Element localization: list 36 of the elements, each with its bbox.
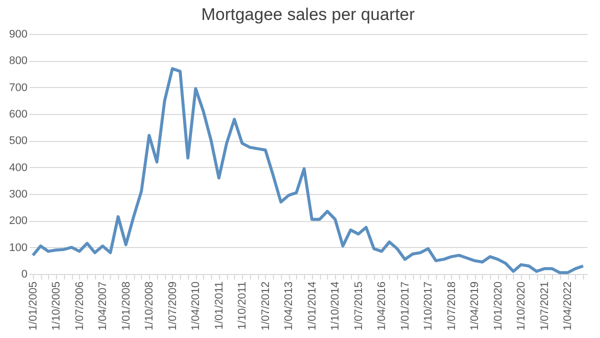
- x-tick-label: 1/04/2016: [376, 282, 388, 330]
- x-tick-label: 1/04/2007: [97, 282, 110, 330]
- x-tick-label: 1/01/2014: [306, 282, 318, 330]
- x-tick-label: 1/01/2011: [213, 282, 226, 330]
- y-tick-label: 200: [9, 215, 28, 228]
- y-tick-label: 900: [9, 28, 28, 40]
- x-tick-label: 1/04/2013: [283, 282, 296, 330]
- chart-title: Mortgagee sales per quarter: [201, 5, 416, 24]
- x-tick-label: 1/04/2010: [190, 282, 202, 330]
- y-tick-label: 0: [21, 268, 28, 280]
- x-tick-label: 1/07/2009: [166, 282, 179, 330]
- x-tick-label: 1/01/2020: [492, 282, 504, 330]
- x-tick-label: 1/04/2019: [469, 282, 482, 330]
- x-tick-label: 1/10/2008: [144, 282, 156, 330]
- x-tick-label: 1/07/2012: [260, 282, 272, 330]
- y-tick-label: 700: [9, 82, 28, 94]
- x-tick-label: 1/04/2022: [562, 282, 574, 330]
- line-series: [31, 67, 585, 274]
- y-tick-label: 400: [9, 162, 28, 174]
- y-tick-label: 800: [9, 55, 28, 68]
- x-tick-label: 1/10/2020: [516, 282, 528, 330]
- x-tick-label: 1/07/2015: [352, 282, 365, 330]
- x-tick-label: 1/07/2018: [446, 282, 458, 330]
- x-tick-label: 1/07/2021: [538, 282, 551, 330]
- y-tick-label: 300: [9, 188, 28, 200]
- y-tick-label: 100: [9, 242, 28, 254]
- y-tick-label: 600: [9, 108, 28, 120]
- x-tick-label: 1/01/2008: [120, 282, 132, 330]
- x-tick-label: 1/10/2005: [50, 282, 63, 330]
- x-tick-label: 1/10/2014: [330, 282, 342, 330]
- x-tick-label: 1/10/2017: [422, 282, 435, 330]
- x-tick-label: 1/01/2005: [27, 282, 40, 330]
- x-tick-label: 1/01/2017: [399, 282, 412, 330]
- y-tick-label: 500: [9, 135, 28, 148]
- x-tick-label: 1/10/2011: [236, 282, 249, 330]
- x-tick-label: 1/07/2006: [74, 282, 86, 330]
